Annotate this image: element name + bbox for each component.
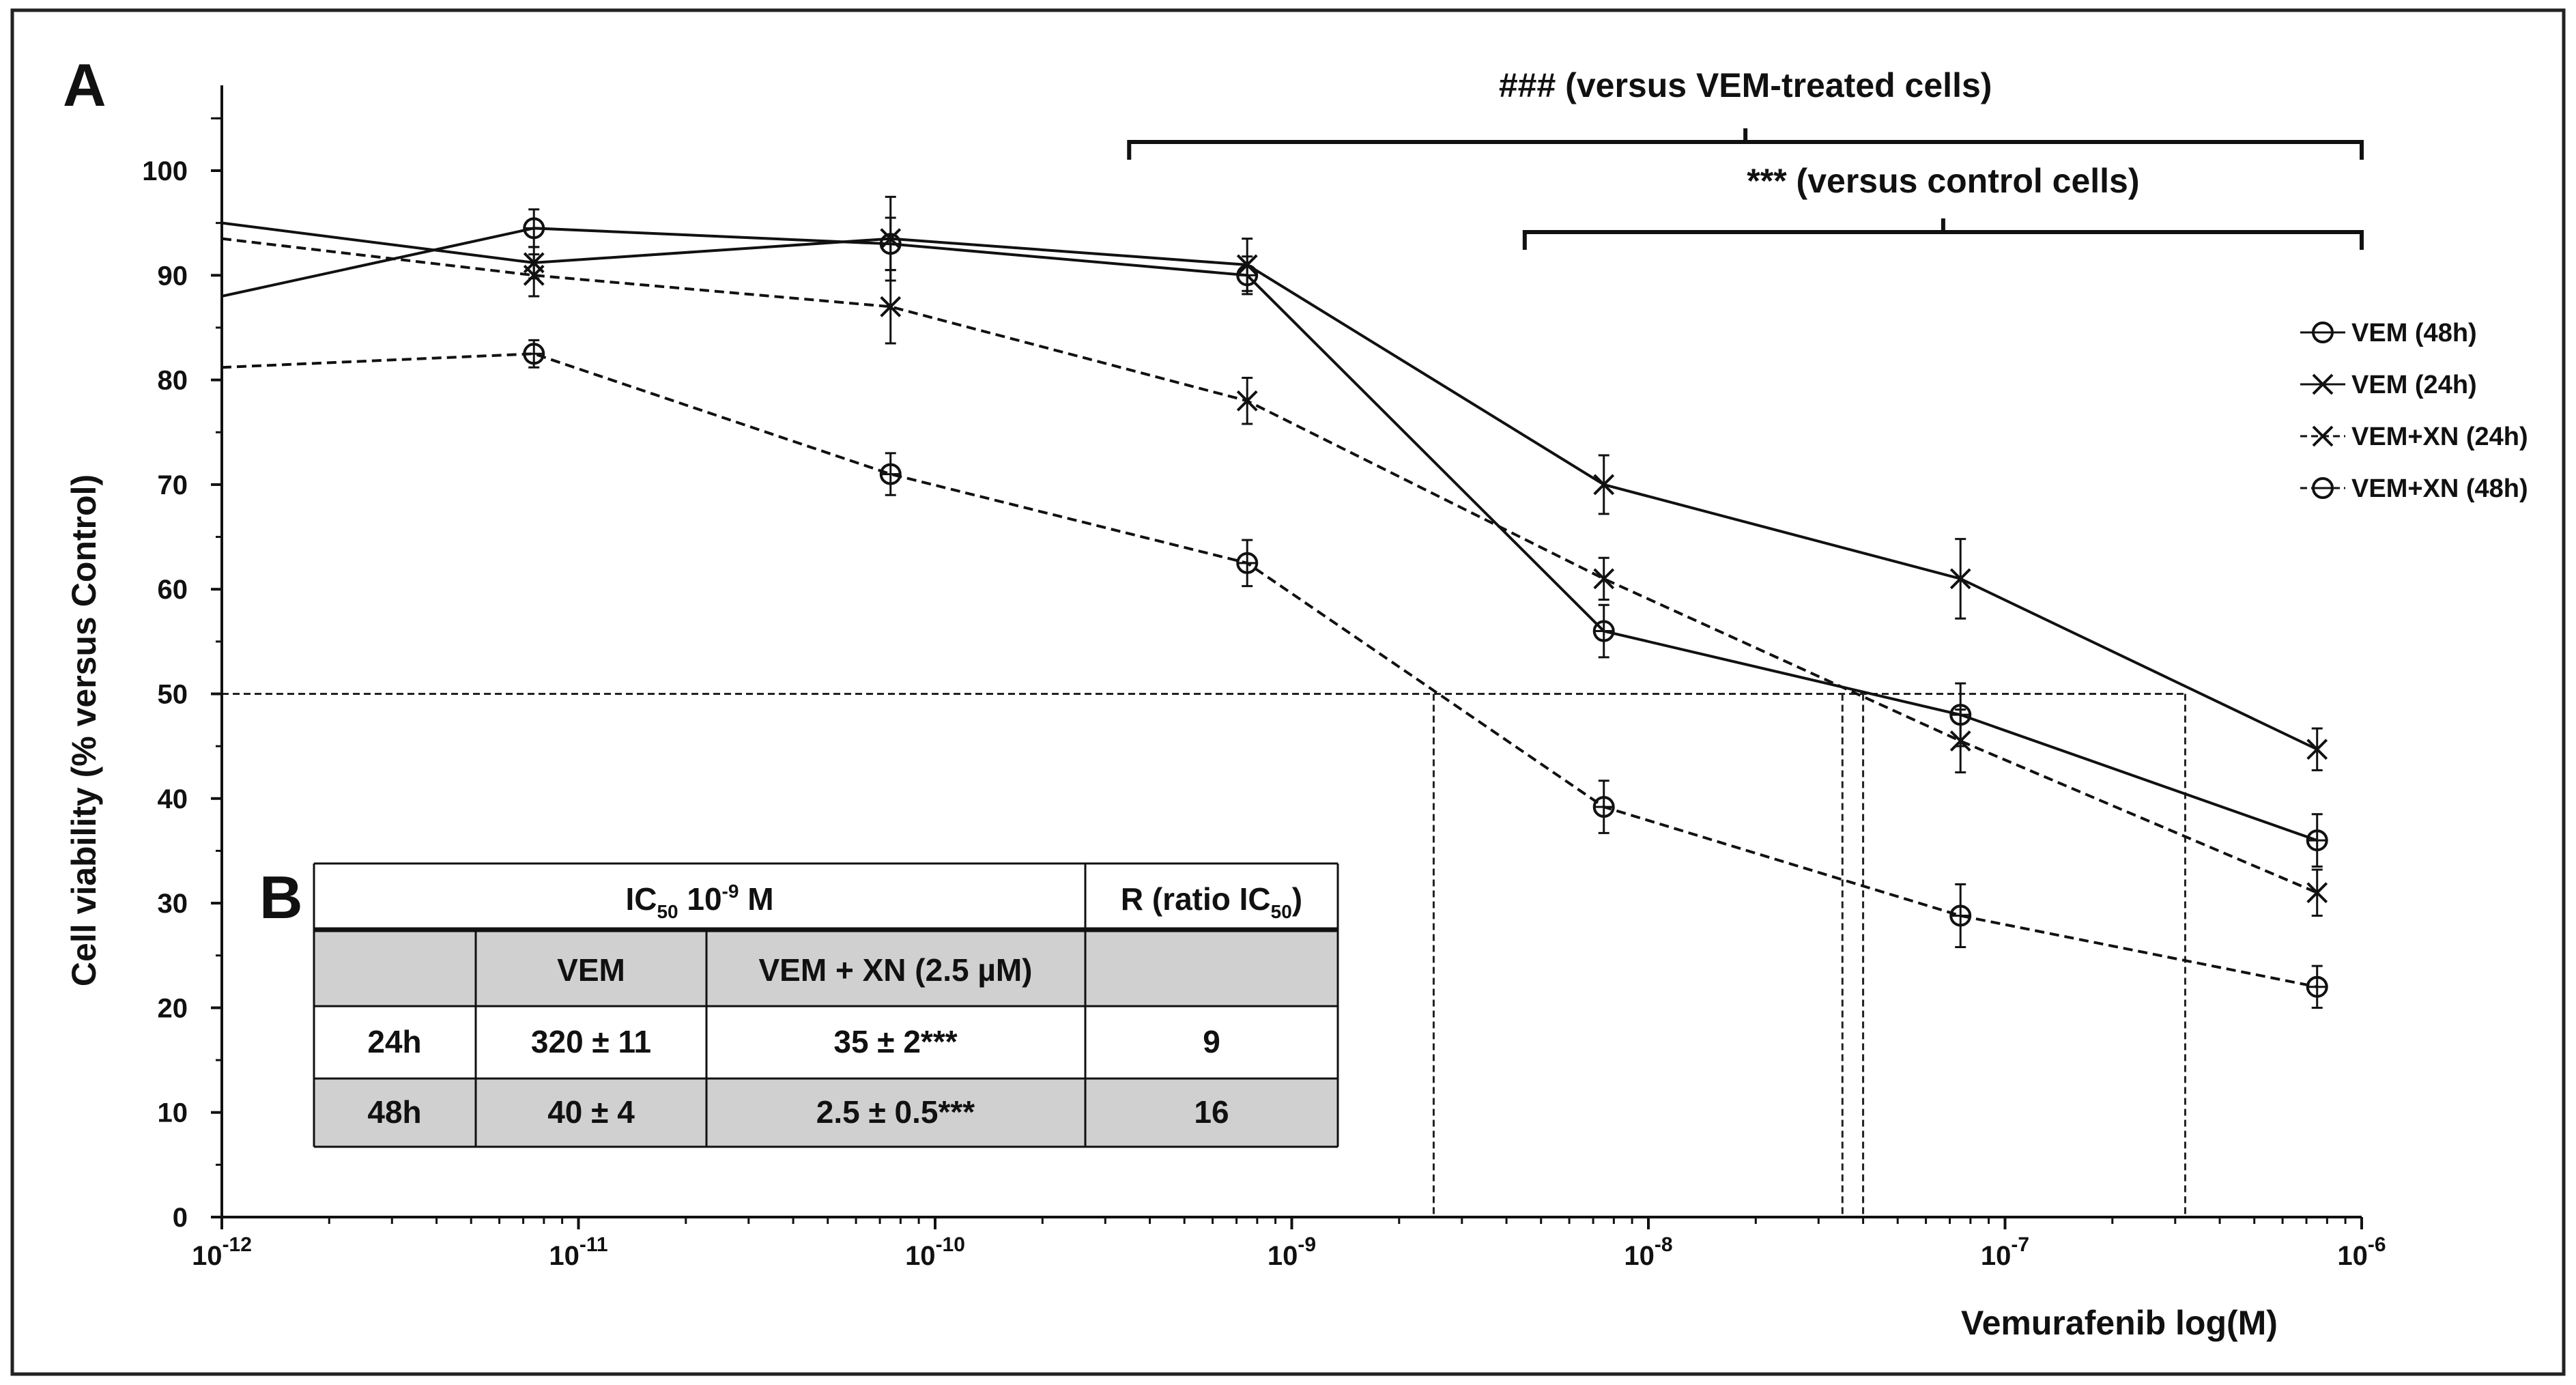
significance-brackets: ### (versus VEM-treated cells) *** (versu… [1127, 66, 2364, 250]
cell-24h-vem-xn: 35 ± 2*** [833, 1024, 957, 1059]
data-point [1236, 254, 1258, 276]
ic50-group-header: IC50 10-9 M [625, 881, 773, 922]
data-point [1236, 390, 1258, 412]
series-vem-xn-48h- [221, 339, 2328, 1009]
significance-label-1: *** (versus control cells) [1747, 162, 2139, 200]
col-header-vem: VEM [557, 952, 625, 988]
data-point [1949, 730, 1971, 752]
significance-bracket-0 [1127, 128, 2364, 160]
row-label-48h: 48h [367, 1094, 421, 1130]
data-point [2306, 739, 2328, 760]
legend-label-3: VEM+XN (48h) [2351, 474, 2528, 503]
data-point [2306, 882, 2328, 904]
x-tick-label--10: 10-10 [905, 1233, 965, 1271]
y-tick-label-90: 90 [158, 261, 188, 291]
data-point [880, 296, 902, 317]
x-tick-label--12: 10-12 [192, 1233, 252, 1271]
data-point [1593, 474, 1615, 496]
legend-label-0: VEM (48h) [2351, 319, 2477, 347]
series-layer [221, 195, 2328, 1009]
x-tick-label--11: 10-11 [549, 1233, 607, 1271]
y-tick-label-100: 100 [142, 156, 188, 186]
series-line [221, 237, 2318, 894]
legend-marker-2 [2312, 425, 2334, 447]
y-tick-label-30: 30 [158, 889, 188, 919]
ratio-header: R (ratio IC50) [1121, 881, 1302, 922]
series-vem-24h- [221, 195, 2328, 771]
data-point [523, 264, 545, 286]
axes: 0 10 20 30 40 50 60 70 80 90 100 10-12 10-11 10-10 10-… [142, 85, 2386, 1271]
series-vem-48h- [221, 208, 2328, 868]
significance-marks: ### [1499, 66, 1565, 104]
x-tick-label--8: 10-8 [1624, 1233, 1672, 1271]
y-tick-label-40: 40 [158, 784, 188, 814]
x-tick-label--7: 10-7 [1981, 1233, 2029, 1271]
y-axis-title: Cell viability (% versus Control) [65, 474, 103, 986]
x-tick-label--6: 10-6 [2337, 1233, 2386, 1271]
panel-label-a: A [63, 51, 106, 119]
significance-marks: *** [1747, 162, 1796, 200]
y-tick-label-10: 10 [158, 1098, 188, 1128]
y-tick-label-80: 80 [158, 366, 188, 396]
series-line [221, 221, 2318, 751]
significance-label-0: ### (versus VEM-treated cells) [1499, 66, 1992, 104]
cell-48h-ratio: 16 [1194, 1094, 1229, 1130]
y-tick-label-70: 70 [158, 470, 188, 500]
legend-marker-1 [2312, 373, 2334, 395]
series-vem-xn-24h- [221, 237, 2328, 917]
row-label-24h: 24h [367, 1024, 421, 1059]
significance-bracket-1 [1522, 218, 2364, 250]
col-header-vem-xn: VEM + XN (2.5 µM) [759, 952, 1033, 988]
y-tick-label-0: 0 [173, 1203, 188, 1233]
ic50-table: B IC50 10-9 M R (ratio IC50) VEM VEM + X… [259, 862, 1339, 1148]
data-point [1949, 568, 1971, 590]
figure-frame [10, 8, 2566, 1376]
y-tick-label-60: 60 [158, 575, 188, 605]
data-point [880, 228, 902, 250]
y-tick-label-50: 50 [158, 680, 188, 710]
table-gray-row-48h [314, 1079, 1338, 1147]
legend: VEM (48h) VEM (24h) VEM+XN (24h) VEM+XN (48… [2300, 319, 2528, 503]
series-line [221, 227, 2318, 842]
significance-text: (versus control cells) [1797, 162, 2140, 200]
y-tick-label-20: 20 [158, 993, 188, 1023]
significance-text: (versus VEM-treated cells) [1565, 66, 1992, 104]
x-tick-label--9: 10-9 [1268, 1233, 1316, 1271]
legend-label-1: VEM (24h) [2351, 371, 2477, 399]
data-point [1593, 568, 1615, 590]
table-gray-row-header [314, 930, 1338, 1006]
cell-48h-vem-xn: 2.5 ± 0.5*** [816, 1094, 975, 1130]
cell-24h-vem: 320 ± 11 [531, 1024, 651, 1059]
x-axis-title: Vemurafenib log(M) [1961, 1304, 2278, 1342]
legend-label-2: VEM+XN (24h) [2351, 423, 2528, 451]
cell-48h-vem: 40 ± 4 [547, 1094, 635, 1130]
cell-24h-ratio: 9 [1203, 1024, 1220, 1059]
panel-label-b: B [259, 863, 303, 931]
